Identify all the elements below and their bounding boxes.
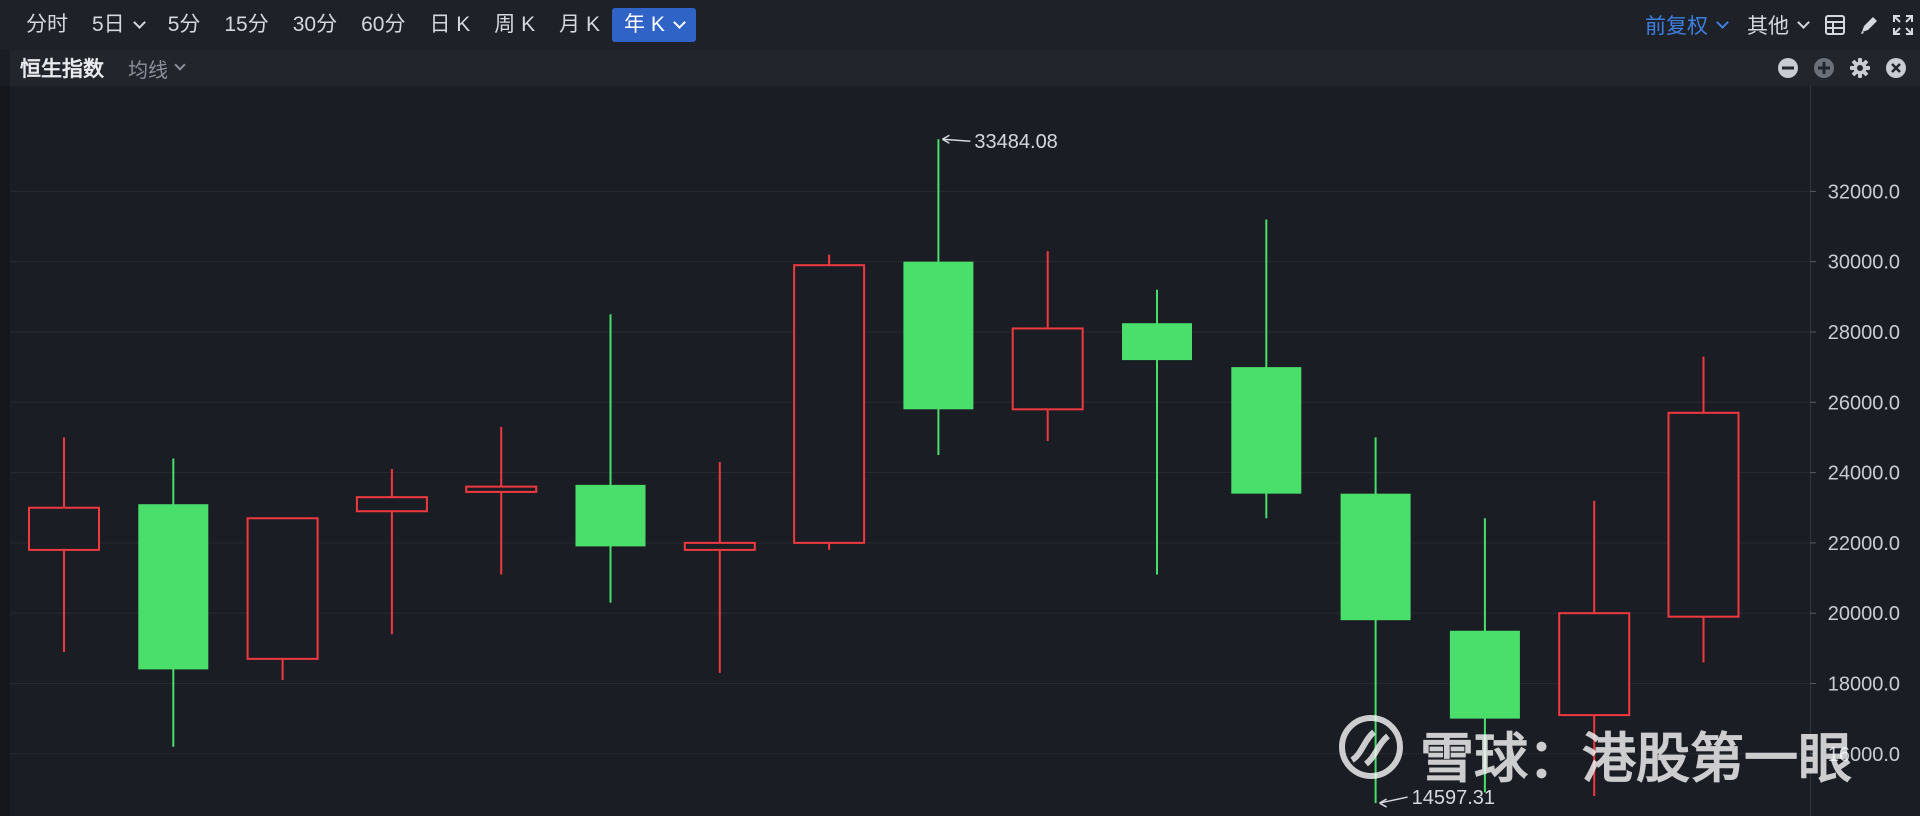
chart-controls — [1770, 50, 1914, 86]
chart-header: 恒生指数 均线 — [10, 50, 1920, 87]
candle-body — [1449, 630, 1520, 719]
y-tick-label: 24000.0 — [1828, 463, 1900, 485]
candle — [1122, 289, 1192, 575]
candle-body — [246, 517, 319, 660]
tab-60min[interactable]: 60分 — [349, 8, 417, 42]
candle — [1340, 437, 1411, 804]
annotation-label: 33484.08 — [974, 131, 1057, 153]
watermark: 雪球：港股第一眼 — [1338, 714, 1852, 789]
candle-body — [138, 504, 209, 670]
candle — [138, 458, 209, 747]
tab-yearly-k[interactable]: 年 K — [611, 8, 696, 42]
tab-weekly-k[interactable]: 周 K — [482, 8, 547, 42]
tab-label: 日 K — [429, 13, 471, 36]
ma-label: 均线 — [128, 59, 168, 82]
y-tick-label: 32000.0 — [1828, 181, 1900, 203]
watermark-text: 雪球：港股第一眼 — [1420, 728, 1852, 789]
snowball-logo-icon — [1338, 714, 1404, 793]
tab-30min[interactable]: 30分 — [281, 8, 349, 42]
annotation-pointer — [942, 138, 971, 142]
close-circle-icon[interactable] — [1878, 50, 1914, 86]
tab-label: 5日 — [92, 13, 125, 36]
fullscreen-icon[interactable] — [1886, 0, 1920, 50]
tab-5day[interactable]: 5日 — [80, 8, 156, 42]
candle — [793, 254, 866, 550]
candle — [683, 462, 756, 673]
tab-15min[interactable]: 15分 — [212, 8, 280, 42]
arrow-icon — [942, 134, 950, 144]
tab-timeshare[interactable]: 分时 — [14, 8, 80, 42]
tab-daily-k[interactable]: 日 K — [417, 8, 482, 42]
candle — [28, 437, 100, 652]
annotation-label: 14597.31 — [1412, 787, 1495, 809]
y-axis-area — [1810, 86, 1920, 816]
candle-body — [1011, 327, 1084, 411]
candle — [246, 517, 319, 680]
tab-label: 60分 — [361, 13, 406, 36]
y-tick-label: 22000.0 — [1828, 533, 1900, 555]
candle — [465, 426, 538, 575]
candle-body — [465, 485, 538, 493]
adjust-label: 前复权 — [1645, 15, 1708, 38]
tab-label: 月 K — [559, 13, 600, 36]
candle-body — [793, 264, 866, 544]
timeframe-tabs: 分时 5日 5分 15分 30分 60分 日 K 周 K 月 K 年 K — [14, 8, 696, 42]
y-tick-label: 20000.0 — [1828, 603, 1900, 625]
candle-body — [1340, 493, 1411, 621]
candle-body — [683, 541, 756, 551]
adjust-dropdown[interactable]: 前复权 — [1635, 10, 1737, 40]
candle — [355, 469, 428, 635]
gear-icon[interactable] — [1842, 50, 1878, 86]
index-title: 恒生指数 — [20, 58, 104, 81]
timeframe-toolbar: 分时 5日 5分 15分 30分 60分 日 K 周 K 月 K 年 K 前复权… — [0, 0, 1920, 50]
candle-body — [1231, 367, 1302, 494]
candle-body — [1558, 612, 1631, 717]
y-tick-label: 16000.0 — [1828, 744, 1900, 766]
left-edge — [0, 86, 10, 816]
pencil-icon[interactable] — [1852, 0, 1886, 50]
candle-body — [355, 496, 428, 513]
candle — [1558, 500, 1631, 796]
candle — [1449, 518, 1520, 793]
minus-circle-icon[interactable] — [1770, 50, 1806, 86]
ma-dropdown[interactable]: 均线 — [128, 54, 186, 83]
candle-body — [1122, 323, 1192, 361]
tab-monthly-k[interactable]: 月 K — [547, 8, 612, 42]
annotation-pointer — [1379, 796, 1408, 804]
candle — [1667, 356, 1740, 663]
tab-5min[interactable]: 5分 — [156, 8, 213, 42]
other-label: 其他 — [1747, 15, 1789, 38]
y-tick-label: 18000.0 — [1828, 673, 1900, 695]
plus-circle-icon[interactable] — [1806, 50, 1842, 86]
y-tick-label: 28000.0 — [1828, 322, 1900, 344]
tab-label: 分时 — [26, 13, 68, 36]
candle-body — [1667, 411, 1740, 618]
other-dropdown[interactable]: 其他 — [1737, 10, 1818, 40]
tab-label: 周 K — [494, 13, 536, 36]
candle-body — [575, 484, 646, 547]
tab-label: 15分 — [224, 13, 269, 36]
tab-label: 5分 — [167, 13, 201, 36]
candle — [1011, 251, 1084, 441]
tab-label: 30分 — [292, 13, 338, 36]
plot-area — [10, 86, 1810, 816]
y-tick-label: 26000.0 — [1828, 392, 1900, 414]
toolbar-right: 前复权 其他 — [1635, 0, 1920, 50]
grid-layout-icon[interactable] — [1818, 0, 1852, 50]
candle — [903, 139, 974, 455]
candle-body — [903, 261, 974, 410]
candle — [1231, 219, 1302, 519]
y-tick-label: 30000.0 — [1828, 252, 1900, 274]
candle-body — [28, 506, 100, 551]
tab-label: 年 K — [623, 13, 665, 36]
arrow-icon — [1379, 798, 1387, 808]
candle — [575, 314, 646, 603]
